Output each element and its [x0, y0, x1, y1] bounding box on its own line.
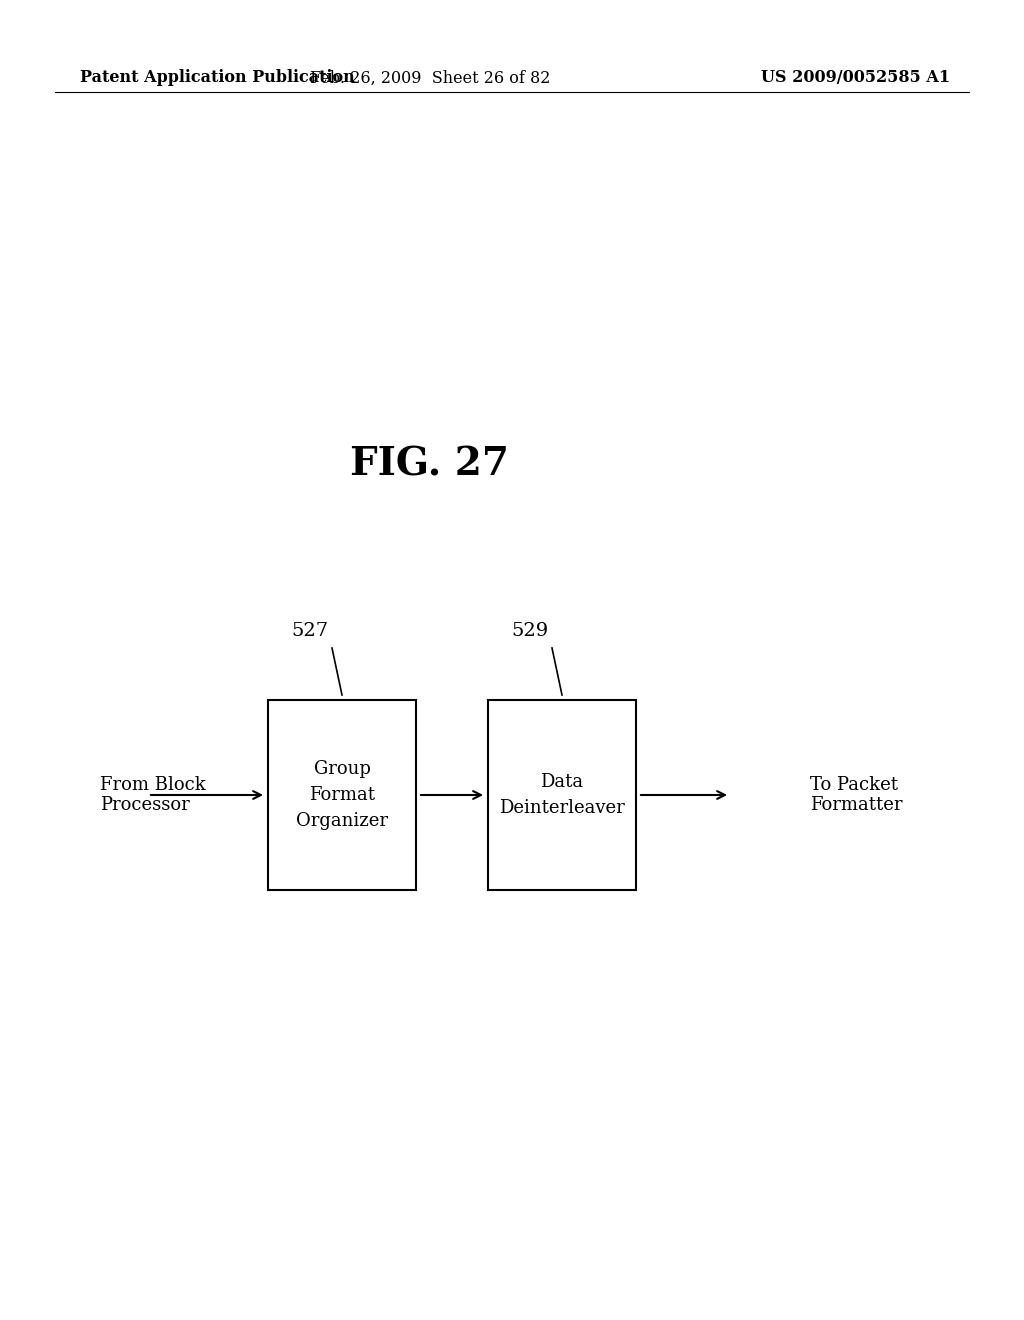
Text: 527: 527 [292, 622, 329, 640]
Text: To Packet
Formatter: To Packet Formatter [810, 776, 902, 814]
Bar [488, 700, 636, 890]
Text: Feb. 26, 2009  Sheet 26 of 82: Feb. 26, 2009 Sheet 26 of 82 [310, 70, 550, 87]
Text: Patent Application Publication: Patent Application Publication [80, 70, 354, 87]
Text: Group
Format
Organizer: Group Format Organizer [296, 759, 388, 830]
Text: FIG. 27: FIG. 27 [350, 446, 510, 484]
Text: From Block
Processor: From Block Processor [100, 776, 206, 814]
Text: Data
Deinterleaver: Data Deinterleaver [499, 772, 625, 817]
Text: 529: 529 [511, 622, 549, 640]
Bar [268, 700, 416, 890]
Text: US 2009/0052585 A1: US 2009/0052585 A1 [761, 70, 950, 87]
